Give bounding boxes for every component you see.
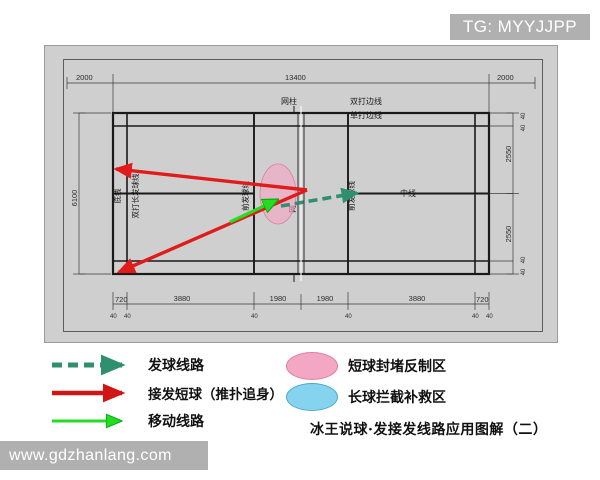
short-ball-block-zone-ellipse (259, 163, 297, 225)
legend-row-long-ball-zone: 长球拦截补救区 (270, 383, 446, 411)
bottom-dimension-group (112, 292, 490, 310)
serve-route-swatch (50, 354, 138, 376)
court-lines (111, 106, 491, 282)
dim-left-6100: 6100 (70, 190, 79, 207)
dim-right-40-c: 40 (521, 256, 527, 263)
watermark-top-right: TG: MYYJJPP (450, 14, 590, 40)
dim-bottom-40-4: 40 (345, 314, 352, 320)
panel-inner-border (63, 59, 543, 332)
label-baseline: 底线 (112, 188, 122, 203)
legend: 发球线路 接发短球（推扑追身） 移动线路 (0, 348, 600, 430)
left-dimension-group (73, 112, 111, 275)
dim-bottom-40-6: 40 (486, 314, 493, 320)
dim-top-2000-right: 2000 (497, 73, 514, 82)
legend-row-movement-route: 移动线路 (50, 410, 204, 432)
label-doubles-long-service-line: 双打长发球线 (130, 173, 140, 218)
legend-label-movement-route: 移动线路 (148, 414, 204, 430)
dim-top-2000-left: 2000 (76, 73, 93, 82)
dim-bottom-3880-left: 3880 (174, 294, 191, 303)
return-route-swatch (50, 382, 138, 404)
legend-row-return-short-ball: 接发短球（推扑追身） (50, 382, 283, 404)
serve-route-arrow (280, 187, 360, 208)
dim-bottom-1980-left: 1980 (270, 294, 287, 303)
label-short-service-line-left: 前发球线 (240, 181, 250, 211)
dim-bottom-1980-right: 1980 (317, 294, 334, 303)
long-ball-zone-swatch (286, 383, 338, 411)
legend-row-short-ball-zone: 短球封堵反制区 (270, 352, 446, 380)
short-ball-zone-swatch (286, 352, 338, 380)
dim-bottom-40-3: 40 (251, 314, 258, 320)
dim-right-40-b: 40 (521, 124, 527, 131)
watermark-bottom-left: www.gdzhanlang.com (0, 441, 208, 470)
legend-label-serve-route: 发球线路 (148, 358, 204, 374)
legend-row-serve-route: 发球线路 (50, 354, 204, 376)
dim-bottom-40-2: 40 (124, 314, 131, 320)
dim-bottom-720-left: 720 (115, 295, 128, 304)
diagram-title: 冰王说球·发接发线路应用图解（二） (310, 422, 548, 438)
movement-route-arrow (229, 200, 277, 224)
court-diagram-panel: 2000 13400 2000 6100 (44, 45, 558, 343)
legend-label-short-ball-zone: 短球封堵反制区 (348, 359, 446, 375)
return-route-arrow-lower (116, 188, 308, 274)
legend-label-return-short-ball: 接发短球（推扑追身） (148, 387, 283, 403)
dim-right-2550-lower: 2550 (504, 226, 513, 243)
dim-top-13400: 13400 (285, 73, 306, 82)
dim-right-2550-upper: 2550 (504, 146, 513, 163)
label-net-post: 网柱 (281, 96, 297, 106)
return-route-arrow-upper (113, 162, 308, 192)
legend-label-long-ball-zone: 长球拦截补救区 (348, 390, 446, 406)
dim-right-40-d: 40 (521, 268, 527, 275)
dim-right-40-a: 40 (521, 112, 527, 119)
dim-bottom-720-right: 720 (476, 295, 489, 304)
right-dimension-group (489, 112, 519, 275)
label-singles-sideline: 单打边线 (350, 110, 382, 120)
label-doubles-sideline: 双打边线 (350, 96, 382, 106)
label-center-line: 中线 (400, 188, 416, 198)
dim-bottom-40-1: 40 (110, 314, 117, 320)
badminton-court-svg: 2000 13400 2000 6100 (66, 73, 536, 320)
dim-bottom-3880-right: 3880 (409, 294, 426, 303)
dim-bottom-40-5: 40 (472, 314, 479, 320)
movement-route-swatch (50, 410, 138, 432)
